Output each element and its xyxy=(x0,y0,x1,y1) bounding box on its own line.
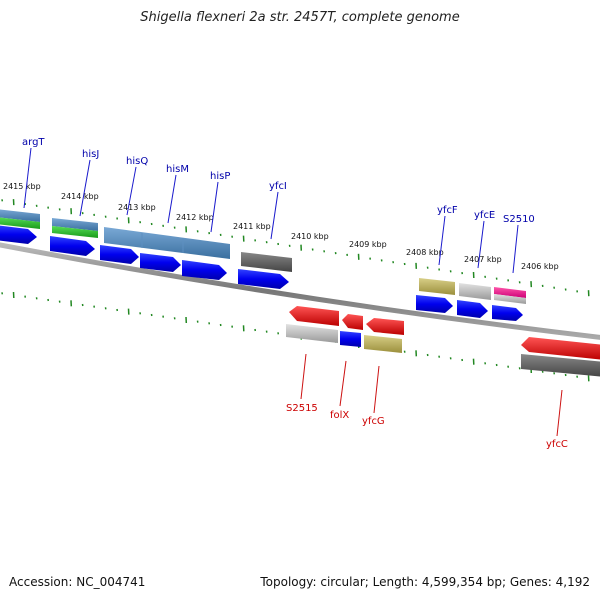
reverse-gene-labels: S2515 folX yfcG yfcC xyxy=(286,403,568,450)
gene-label-hisJ[interactable]: hisJ xyxy=(82,149,99,160)
feature-bar-lightgray[interactable] xyxy=(494,294,526,304)
kbp-label: 2409 kbp xyxy=(349,240,387,249)
gene-label-folX[interactable]: folX xyxy=(330,410,349,421)
gene-label-hisQ[interactable]: hisQ xyxy=(126,156,148,167)
gene-label-S2510[interactable]: S2510 xyxy=(503,214,535,225)
gene-arrow-reverse[interactable] xyxy=(366,318,404,335)
genome-backbone xyxy=(0,242,600,340)
reverse-gene-arrows xyxy=(289,306,600,360)
kbp-scale: 2415 kbp 2414 kbp 2413 kbp 2412 kbp 2411… xyxy=(3,182,559,271)
forward-tick-row xyxy=(1,199,590,297)
feature-bar-lightgray[interactable] xyxy=(459,283,491,300)
feature-bar-khaki[interactable] xyxy=(419,278,455,295)
gene-label-hisP[interactable]: hisP xyxy=(210,171,230,182)
gene-arrow[interactable] xyxy=(238,269,289,289)
kbp-label: 2414 kbp xyxy=(61,192,99,201)
feature-bar-lightgray[interactable] xyxy=(286,324,338,343)
gene-arrow-reverse[interactable] xyxy=(289,306,339,326)
gene-arrow[interactable] xyxy=(50,236,95,256)
feature-bar-steelblue[interactable] xyxy=(0,209,40,222)
accession-text: Accession: NC_004741 xyxy=(9,575,146,589)
forward-feature-row xyxy=(0,209,526,304)
gene-arrow-reverse[interactable] xyxy=(342,314,363,330)
feature-bar-steelblue[interactable] xyxy=(104,227,230,259)
forward-gene-arrows xyxy=(0,225,523,321)
gene-arrow[interactable] xyxy=(0,225,37,244)
gene-arrow[interactable] xyxy=(457,300,488,318)
gene-label-yfcE[interactable]: yfcE xyxy=(474,210,495,221)
forward-label-leaders xyxy=(23,147,519,274)
gene-label-yfcC[interactable]: yfcC xyxy=(546,439,568,450)
kbp-label: 2413 kbp xyxy=(118,203,156,212)
reverse-label-leaders xyxy=(300,353,563,437)
forward-gene-labels: argT hisJ hisQ hisM hisP yfcI yfcF yfcE … xyxy=(22,137,535,225)
feature-bar-magenta[interactable] xyxy=(494,287,526,298)
feature-bar-khaki[interactable] xyxy=(364,335,402,353)
feature-bar-steelblue[interactable] xyxy=(52,218,98,231)
gene-arrow[interactable] xyxy=(182,260,227,280)
gene-arrow[interactable] xyxy=(140,253,181,272)
gene-label-argT[interactable]: argT xyxy=(22,137,45,148)
feature-bar-darkgray[interactable] xyxy=(241,252,292,272)
kbp-label: 2412 kbp xyxy=(176,213,214,222)
kbp-label: 2408 kbp xyxy=(406,248,444,257)
kbp-label: 2407 kbp xyxy=(464,255,502,264)
feature-bar-blue[interactable] xyxy=(340,331,361,347)
gene-arrow[interactable] xyxy=(492,305,523,321)
gene-arrow[interactable] xyxy=(416,295,453,313)
feature-bar-darkgray[interactable] xyxy=(521,354,600,377)
kbp-label: 2415 kbp xyxy=(3,182,41,191)
gene-arrow-reverse[interactable] xyxy=(521,337,600,360)
gene-label-yfcF[interactable]: yfcF xyxy=(437,205,458,216)
kbp-label: 2406 kbp xyxy=(521,262,559,271)
genome-summary-text: Topology: circular; Length: 4,599,354 bp… xyxy=(260,575,590,589)
gene-label-yfcI[interactable]: yfcI xyxy=(269,181,287,192)
feature-bar-green[interactable] xyxy=(52,226,98,238)
feature-bar-green[interactable] xyxy=(0,217,40,229)
gene-label-hisM[interactable]: hisM xyxy=(166,164,189,175)
kbp-label: 2411 kbp xyxy=(233,222,271,231)
gene-arrow[interactable] xyxy=(100,245,139,264)
reverse-feature-row xyxy=(286,324,600,377)
gene-label-yfcG[interactable]: yfcG xyxy=(362,416,385,427)
genome-title: Shigella flexneri 2a str. 2457T, complet… xyxy=(140,10,460,25)
gene-label-S2515[interactable]: S2515 xyxy=(286,403,318,414)
kbp-label: 2410 kbp xyxy=(291,232,329,241)
